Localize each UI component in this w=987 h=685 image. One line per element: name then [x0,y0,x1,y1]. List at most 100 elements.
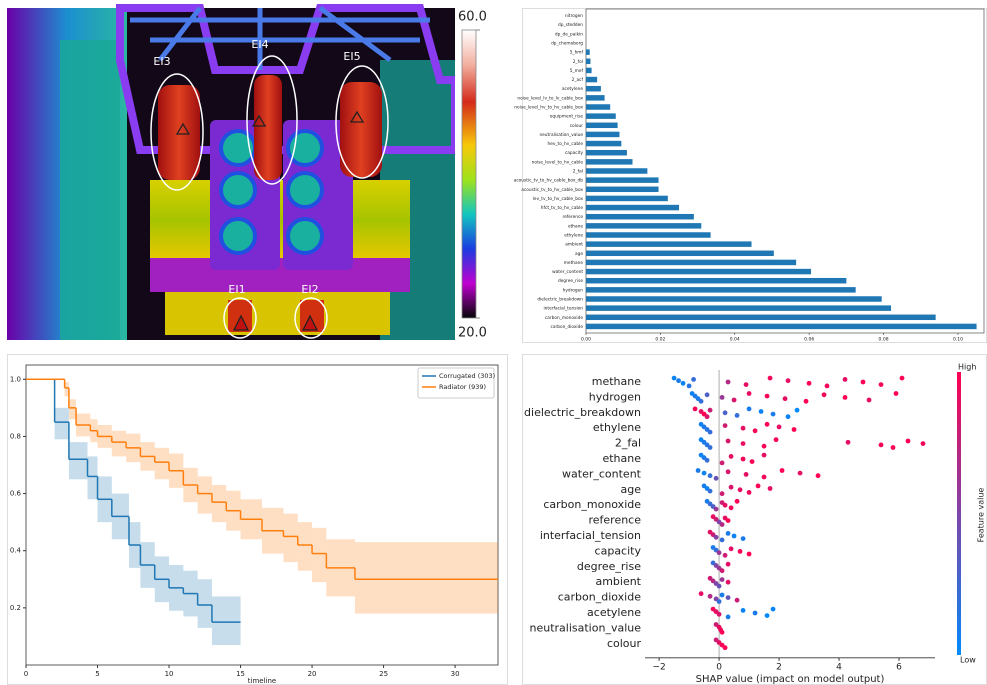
shap-point [786,414,791,419]
shap-point [699,399,704,404]
confidence-band [283,514,297,563]
y-tick-label: dp_de_paikin [555,31,583,37]
shap-point [723,503,728,508]
thermal-fan [288,219,322,253]
shap-point [732,534,737,539]
y-tick-label: 2_fol [573,59,583,65]
y-tick-label: acetylene [562,86,583,92]
shap-point [783,396,788,401]
shap-point [687,384,692,389]
shap-point [708,445,713,450]
x-tick-label: 0 [24,670,28,678]
y-tick-label: ambient [565,242,583,248]
bar [586,132,619,137]
confidence-band [69,442,88,479]
shap-point [747,391,752,396]
shap-point [714,476,719,481]
y-tick-label: dp_stedden [558,22,583,28]
element-label: EI1 [228,283,245,296]
shap-point [708,594,713,599]
confidence-band [298,522,312,571]
shap-point [843,395,848,400]
thermal-fan [221,219,255,253]
x-tick-label: 4 [836,662,842,672]
shap-point [741,441,746,446]
shap-point [717,584,722,589]
colorbar-high-label: High [958,363,976,372]
x-tick-label: 0.04 [730,337,740,343]
y-tick-label: reference [562,214,583,220]
bar [586,214,694,219]
shap-point [747,490,752,495]
element-label: EI3 [153,55,170,68]
y-tick-label: 0.4 [10,547,22,555]
element-label: EI5 [343,50,360,63]
shap-point [717,612,722,617]
confidence-band [198,579,212,628]
feature-label: reference [588,514,641,527]
bar [586,251,774,256]
shap-point [726,562,731,567]
thermal-bushing [158,85,200,180]
shap-point [765,613,770,618]
feature-label: acetylene [587,606,641,619]
shap-point [720,491,725,496]
feature-label: age [621,483,642,496]
shap-point [738,487,743,492]
bar [586,104,610,109]
feature-label: capacity [595,544,642,557]
shap-point [825,384,830,389]
y-tick-label: noise_level_hv_to_hv_cable_box [514,105,583,111]
y-tick-label: 0.8 [10,432,21,440]
shap-point [714,535,719,540]
x-tick-label: 0.10 [953,337,963,343]
y-tick-label: ethane [568,223,583,229]
confidence-band [355,542,498,613]
shap-point [723,410,728,415]
shap-point [729,454,734,459]
shap-point [822,392,827,397]
shap-point [717,599,722,604]
shap-point [753,428,758,433]
feature-label: colour [607,637,642,650]
thermal-tank [165,290,390,335]
shap-point [723,553,728,558]
shap-point [741,426,746,431]
bar [586,305,891,310]
bar [586,77,597,82]
y-tick-label: 2_fal [573,169,583,175]
shap-point [786,378,791,383]
feature-label: ethylene [593,421,641,434]
bar [586,113,616,118]
feature-label: neutralisation_value [530,621,642,634]
bar [586,260,796,265]
shap-point [867,398,872,403]
thermal-wall [60,40,120,340]
feature-label: degree_rise [577,560,641,573]
x-axis-label: SHAP value (impact on model output) [696,674,885,685]
shap-point [735,598,740,603]
shap-point [756,484,761,489]
shap-point [720,568,725,573]
shap-point [699,591,704,596]
bar [586,177,659,182]
y-tick-label: age [575,252,583,257]
x-tick-label: 5 [95,670,99,678]
shap-point [768,376,773,381]
shap-point [735,499,740,504]
shap-point [726,531,731,536]
bar [586,141,621,146]
bar [586,232,711,237]
bar [586,223,701,228]
bar [586,287,856,292]
shap-point [726,380,731,385]
shap-point [741,608,746,613]
shap-point [726,580,731,585]
y-tick-label: 5_mef [570,68,584,74]
x-tick-label: 0.02 [655,337,665,343]
y-tick-label: equipment_rise [550,114,584,120]
y-tick-label: 0.6 [10,490,22,498]
confidence-band [112,431,126,457]
element-label: EI2 [301,283,318,296]
y-tick-label: interfacial_tension [543,306,583,312]
